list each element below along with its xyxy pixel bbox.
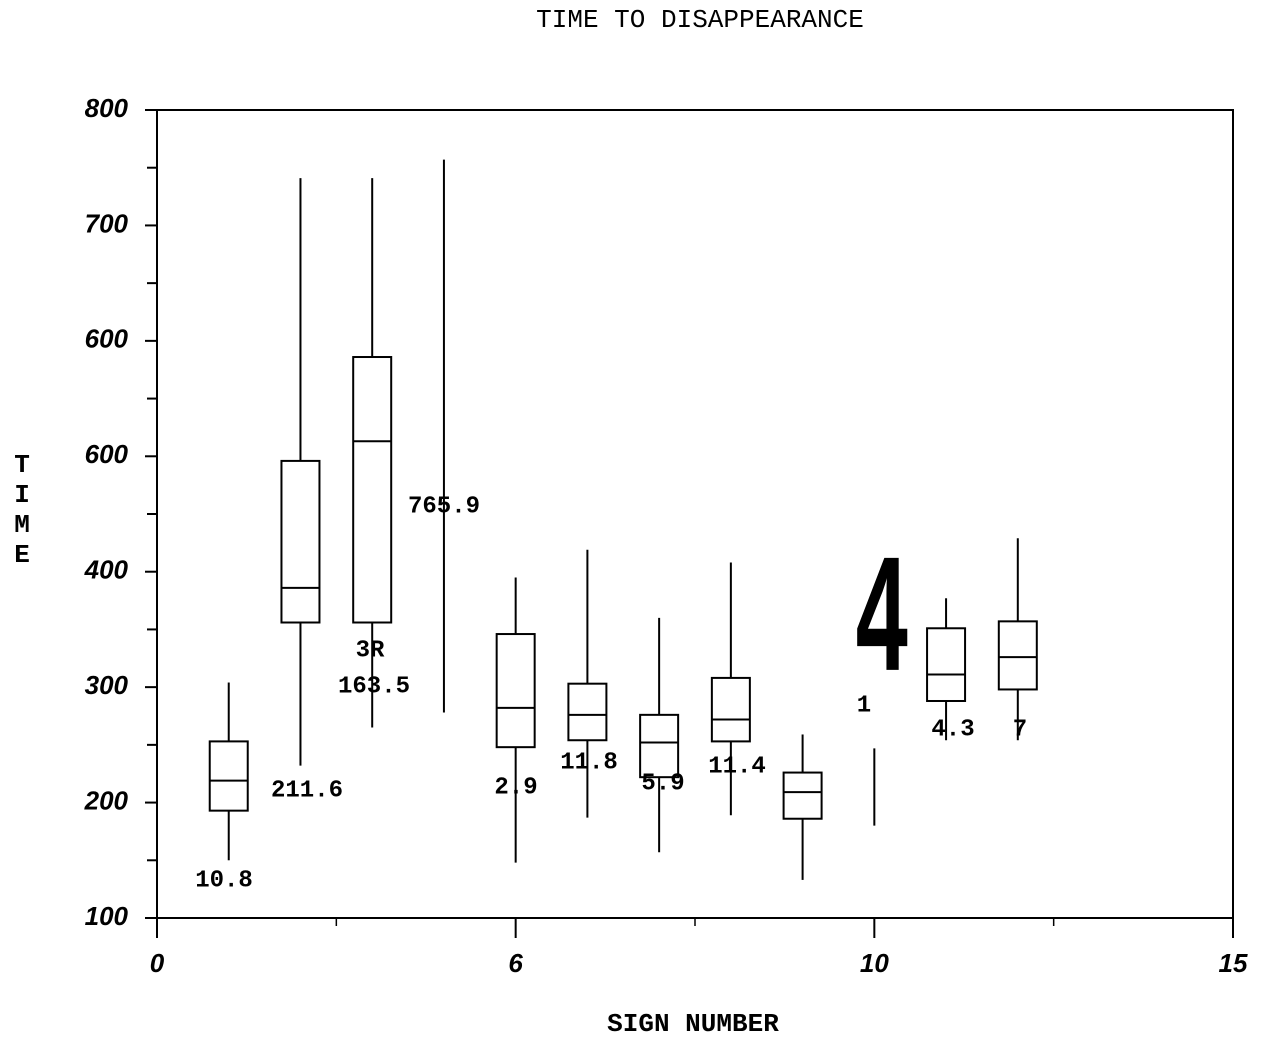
box — [280, 459, 321, 624]
y-tick-label: 700 — [85, 208, 129, 238]
box — [926, 627, 967, 702]
box — [782, 771, 823, 820]
y-tick-label: 400 — [84, 555, 129, 585]
box — [208, 740, 249, 812]
annotation: 4 — [854, 530, 910, 722]
annotation: 1 — [857, 692, 871, 719]
annotation: 11.8 — [560, 749, 618, 776]
x-tick-label: 0 — [150, 948, 165, 978]
y-tick-label: 100 — [85, 901, 129, 931]
box — [567, 682, 608, 742]
box — [495, 633, 536, 749]
x-axis-label: SIGN NUMBER — [607, 1009, 779, 1038]
y-tick-label: 600 — [85, 324, 129, 354]
x-tick-label: 10 — [860, 948, 889, 978]
annotation: 5.9 — [641, 770, 684, 797]
box — [639, 713, 680, 779]
annotation: 2.9 — [494, 774, 537, 801]
annotation: 765.9 — [408, 493, 480, 520]
x-tick-label: 15 — [1219, 948, 1248, 978]
annotation: 211.6 — [271, 777, 343, 804]
box — [997, 620, 1038, 691]
box — [352, 356, 393, 624]
annotation: 163.5 — [338, 673, 410, 700]
annotation: 3R — [356, 637, 385, 664]
y-tick-label: 300 — [85, 670, 129, 700]
annotation: 4.3 — [931, 716, 974, 743]
annotation: 10.8 — [195, 867, 253, 894]
y-tick-label: 600 — [85, 439, 129, 469]
annotation: 11.4 — [708, 753, 766, 780]
annotation: 7 — [1013, 716, 1027, 743]
x-tick-label: 6 — [508, 948, 523, 978]
y-tick-label: 200 — [84, 785, 129, 815]
y-tick-label: 800 — [85, 93, 129, 123]
box — [710, 676, 751, 743]
chart-title: TIME TO DISAPPEARANCE — [536, 5, 864, 35]
